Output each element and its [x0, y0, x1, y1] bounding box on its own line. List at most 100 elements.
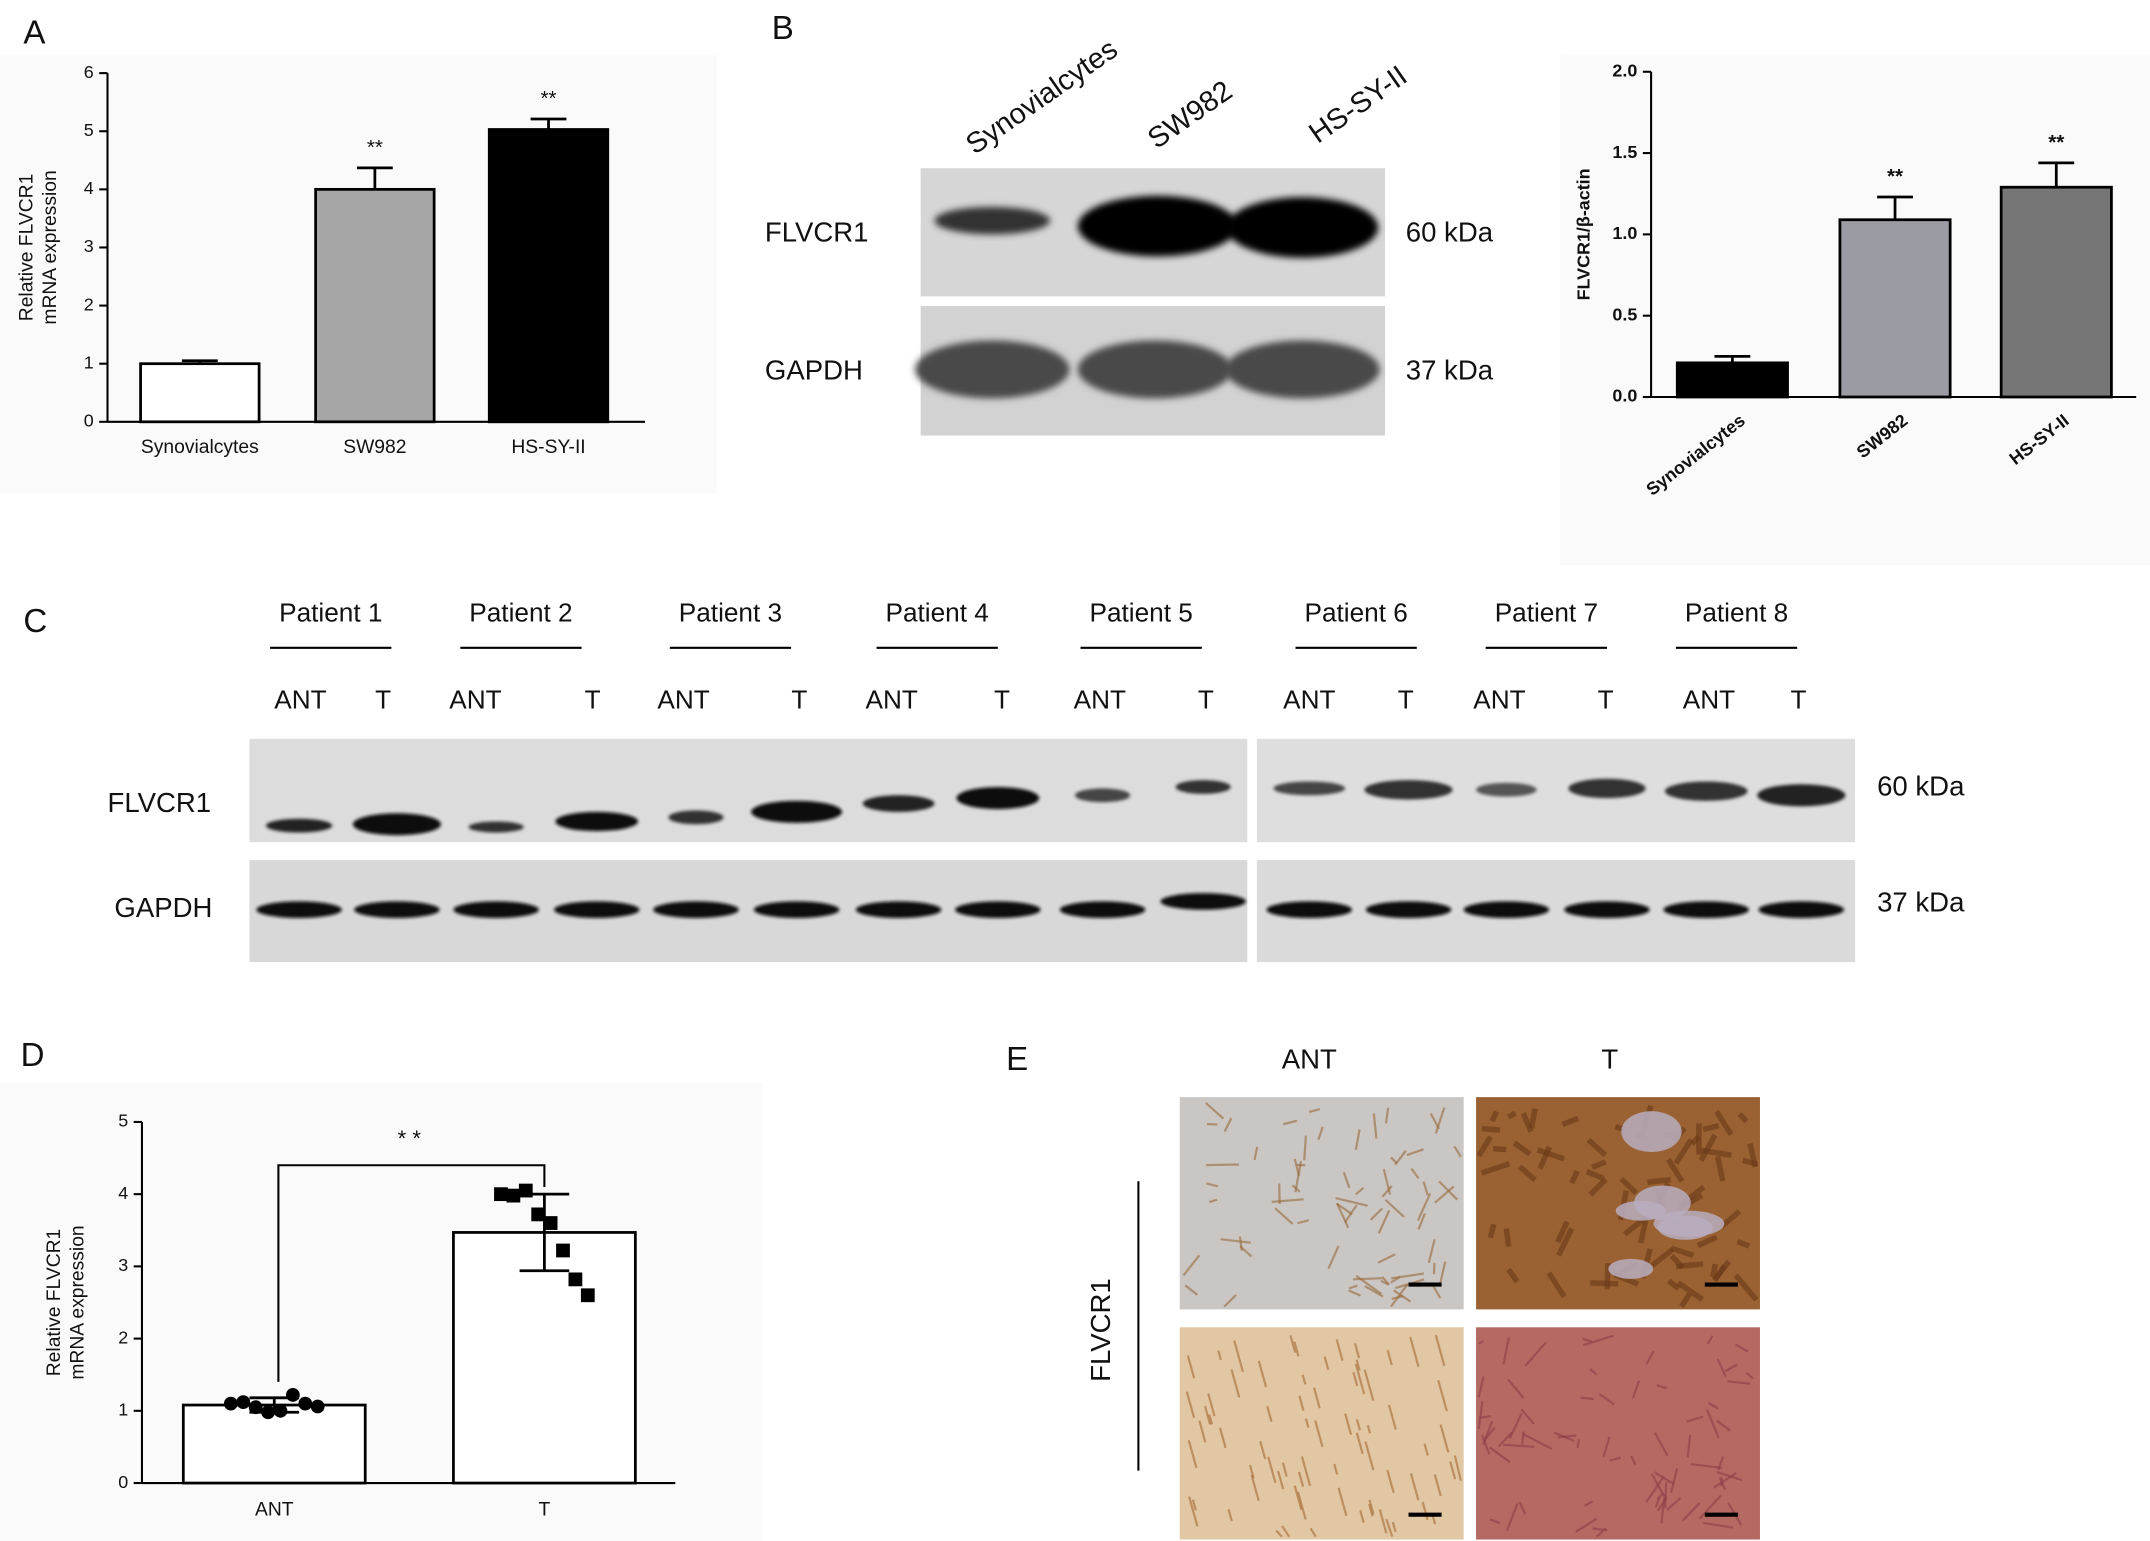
tissue-texture	[1354, 1363, 1366, 1395]
tissue-texture	[1378, 1509, 1388, 1534]
tissue-texture	[1608, 1258, 1654, 1279]
tissue-texture	[1297, 1471, 1305, 1487]
tissue-texture	[1423, 1443, 1429, 1456]
tissue-texture	[1609, 1456, 1622, 1462]
lane-label: ANT	[1283, 685, 1335, 715]
band	[554, 901, 640, 918]
row-label: GAPDH	[114, 892, 212, 923]
patient-label: Patient 3	[679, 598, 782, 628]
y-tick-label: 4	[118, 1183, 128, 1203]
column-label: ANT	[1282, 1044, 1337, 1075]
tissue-texture	[1238, 1236, 1243, 1251]
y-axis-label: Relative FLVCR1	[17, 174, 38, 322]
y-tick-label: 4	[84, 178, 94, 198]
tissue-texture	[1309, 1527, 1317, 1538]
tissue-texture	[1380, 1279, 1390, 1286]
tissue-texture	[1353, 1342, 1361, 1359]
tissue-texture	[1354, 1129, 1361, 1150]
tissue-texture	[1187, 1440, 1198, 1469]
tissue-texture	[1480, 1161, 1511, 1176]
ihc-panel: ANT T FLVCR1	[1085, 1044, 1760, 1540]
data-point	[248, 1400, 263, 1415]
tissue-texture	[1218, 1427, 1227, 1449]
tissue-texture	[1434, 1107, 1446, 1134]
tissue-texture	[1449, 1461, 1457, 1480]
tissue-texture	[1300, 1456, 1312, 1487]
band	[1365, 901, 1452, 918]
tissue-texture	[1220, 1238, 1251, 1244]
tissue-texture	[1259, 1441, 1267, 1460]
tissue-texture	[1503, 1228, 1512, 1248]
tissue-texture	[1645, 1475, 1665, 1503]
tissue-texture	[1344, 1204, 1358, 1223]
tissue-texture	[1281, 1525, 1291, 1538]
tissue-texture	[1382, 1168, 1392, 1195]
bar	[1675, 361, 1789, 399]
tissue-texture	[1536, 1147, 1565, 1162]
tissue-texture	[1317, 1126, 1324, 1141]
significance-label: **	[540, 87, 556, 110]
tissue-texture	[1368, 1499, 1375, 1515]
tissue-texture	[1355, 1432, 1364, 1455]
band	[751, 800, 843, 823]
tissue-texture	[1477, 1400, 1484, 1429]
lane-label: T	[1598, 685, 1614, 715]
bar	[452, 1231, 637, 1485]
lane-label: T	[1791, 685, 1807, 715]
band	[453, 901, 539, 918]
data-point	[261, 1405, 275, 1420]
tissue-texture	[1745, 1372, 1754, 1380]
tissue-texture	[1619, 1176, 1639, 1196]
tissue-texture	[1582, 1337, 1593, 1343]
tissue-texture	[1580, 1396, 1594, 1401]
tissue-texture	[1185, 1391, 1196, 1419]
tissue-texture	[1386, 1469, 1395, 1494]
tissue-texture	[1664, 1481, 1668, 1509]
band	[653, 901, 739, 918]
patient-label: Patient 5	[1089, 598, 1192, 628]
tissue-texture	[1297, 1219, 1310, 1225]
tissue-texture	[1714, 1109, 1734, 1136]
tissue-texture	[1390, 1283, 1409, 1308]
tissue-texture	[1291, 1184, 1301, 1193]
tissue-texture	[1708, 1401, 1719, 1410]
tissue-texture	[1421, 1501, 1429, 1521]
tissue-texture	[1208, 1414, 1214, 1425]
tissue-texture	[1477, 1376, 1485, 1398]
tissue-texture	[1298, 1395, 1305, 1411]
tissue-texture	[1416, 1193, 1432, 1222]
band	[1364, 780, 1453, 800]
tissue-texture	[1669, 1468, 1679, 1494]
data-point	[543, 1216, 558, 1230]
tissue-texture	[1385, 1518, 1394, 1538]
tissue-texture	[1439, 1424, 1450, 1453]
tissue-texture	[1503, 1443, 1535, 1448]
panel-letter: B	[772, 10, 794, 47]
tissue-texture	[1689, 1134, 1701, 1146]
tissue-texture	[1355, 1418, 1362, 1431]
tissue-texture	[1502, 1337, 1510, 1365]
blot-c: Patient 1 Patient 2 Patient 3 Patient 4 Pati…	[108, 598, 1965, 963]
tissue-texture	[1726, 1380, 1751, 1385]
tissue-texture	[1186, 1355, 1196, 1379]
tissue-texture	[1384, 1107, 1390, 1124]
tissue-texture	[1506, 1267, 1520, 1284]
tissue-texture	[1277, 1470, 1285, 1490]
tissue-texture	[1569, 1169, 1580, 1185]
tissue-texture	[1223, 1117, 1233, 1133]
tissue-texture	[1391, 1294, 1404, 1300]
y-axis-label: Relative FLVCR1	[44, 1229, 65, 1377]
tissue-texture	[1369, 1207, 1384, 1221]
tissue-texture	[1592, 1527, 1608, 1532]
y-tick-label: 1.5	[1612, 142, 1637, 162]
band	[1568, 778, 1646, 799]
y-tick-label: 2	[118, 1327, 128, 1347]
blot-membrane	[1256, 738, 1856, 843]
tissue-texture	[1714, 1155, 1726, 1182]
tissue-texture	[1705, 1409, 1720, 1439]
data-point	[310, 1399, 325, 1414]
data-point	[273, 1403, 288, 1418]
tissue-texture	[1713, 1472, 1737, 1489]
band	[555, 811, 639, 832]
tissue-texture	[1207, 1393, 1216, 1417]
